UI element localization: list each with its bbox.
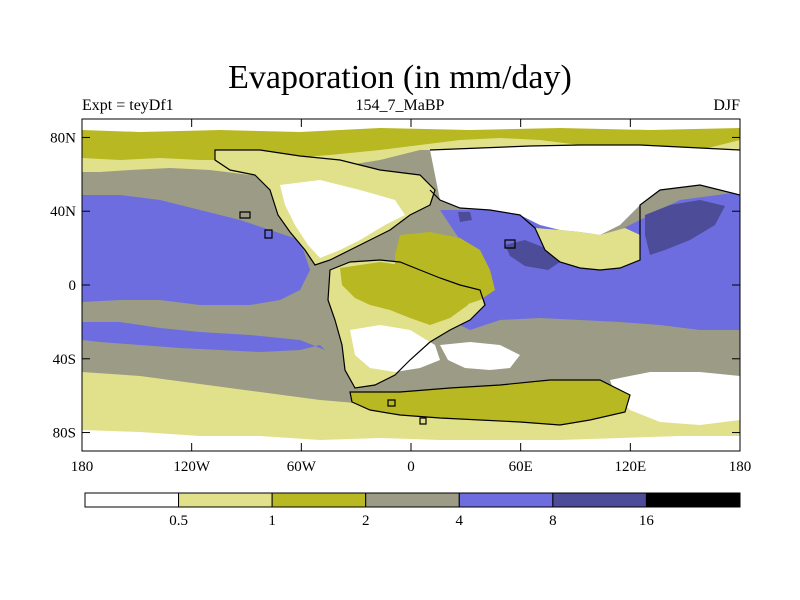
colorbar-swatch	[645, 492, 741, 508]
y-axis: 80N 40N 0 40S 80S	[50, 130, 740, 442]
experiment-label: Expt = teyDf1	[82, 97, 174, 114]
colorbar-swatch	[178, 492, 273, 508]
y-tick-label: 80S	[53, 426, 76, 442]
colorbar-swatch	[365, 492, 460, 508]
y-tick-label: 0	[69, 278, 77, 294]
eurasia-south-fringe	[535, 228, 640, 270]
x-axis: 180 120W 60W 0 60E 120E 180	[71, 119, 752, 475]
africa-land	[395, 232, 495, 305]
y-tick-label: 80N	[50, 130, 76, 146]
colorbar-level-label: 0.5	[169, 513, 188, 529]
south-america-white	[350, 325, 440, 372]
colorbar-level-label: 4	[456, 513, 464, 529]
west-pacific-very-high	[505, 240, 560, 270]
north-america-white	[280, 180, 405, 258]
south-indian-white	[610, 372, 740, 425]
map-title: Evaporation (in mm/day)	[228, 59, 572, 96]
y-tick-label: 40N	[50, 204, 76, 220]
colorbar-swatch	[271, 492, 367, 508]
x-tick-label: 60E	[509, 459, 533, 475]
tropical-high-band	[82, 195, 310, 305]
colorbar-level-label: 1	[268, 513, 276, 529]
colorbar-level-label: 2	[362, 513, 370, 529]
southern-pole-white	[82, 430, 740, 451]
colorbar-level-label: 8	[549, 513, 557, 529]
north-atlantic-very-high	[458, 212, 472, 222]
colorbar-swatch	[458, 492, 554, 508]
colorbar-swatch	[84, 492, 180, 508]
evaporation-field	[82, 119, 740, 451]
period-label: 154_7_MaBP	[355, 97, 445, 114]
east-asia-very-high	[645, 200, 725, 255]
colorbar-legend: 0.5 1 2 4 8 16	[84, 492, 741, 529]
x-tick-label: 180	[71, 459, 94, 475]
x-tick-label: 180	[729, 459, 752, 475]
x-tick-label: 0	[407, 459, 415, 475]
colorbar-level-label: 16	[639, 513, 655, 529]
season-label: DJF	[713, 97, 740, 114]
australia-white	[440, 342, 520, 370]
colorbar-swatch	[552, 492, 647, 508]
south-pacific-high-band	[82, 322, 325, 352]
coastlines	[214, 144, 740, 426]
x-tick-label: 120W	[173, 459, 211, 475]
y-tick-label: 40S	[53, 352, 76, 368]
x-tick-label: 120E	[614, 459, 646, 475]
x-tick-label: 60W	[287, 459, 317, 475]
antarctic-shelf	[350, 380, 630, 425]
